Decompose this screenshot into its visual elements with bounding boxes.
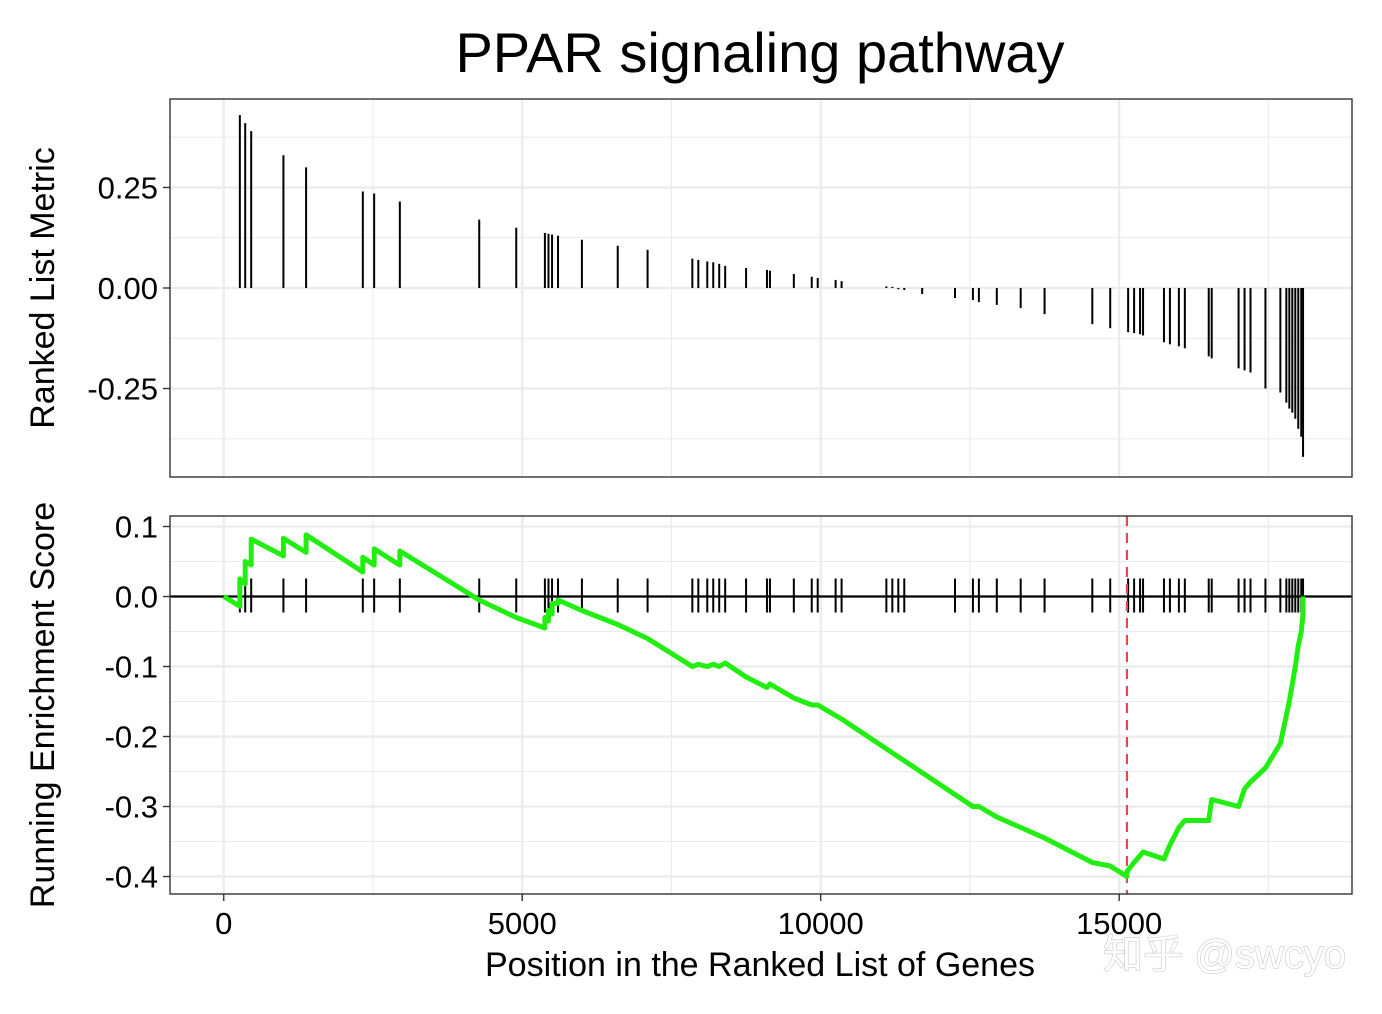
bottom-y-tick-label: 0.0	[115, 580, 158, 615]
x-axis-title: Position in the Ranked List of Genes	[485, 946, 1035, 984]
top-panel-grid	[170, 99, 1352, 477]
bottom-x-axis: 0 5000 10000 15000	[215, 894, 1162, 941]
top-y-tick-label: 0.00	[98, 271, 158, 306]
x-tick-label: 0	[215, 906, 232, 941]
bottom-y-tick-label: 0.1	[115, 510, 158, 545]
top-y-axis-title: Ranked List Metric	[24, 147, 62, 429]
top-y-axis: 0.25 0.00 -0.25	[87, 170, 170, 407]
x-tick-label: 15000	[1076, 906, 1162, 941]
bottom-y-tick-label: -0.4	[105, 860, 158, 895]
x-tick-label: 10000	[778, 906, 864, 941]
watermark: 知乎 @swcyo	[1103, 933, 1346, 977]
bottom-panel-grid	[170, 516, 1352, 894]
chart-title: PPAR signaling pathway	[455, 21, 1064, 84]
x-tick-label: 5000	[488, 906, 557, 941]
bottom-y-tick-label: -0.3	[105, 790, 158, 825]
ranked-metric-bars	[238, 115, 1305, 457]
bottom-y-axis-title: Running Enrichment Score	[24, 502, 62, 908]
bottom-y-axis: 0.1 0.0 -0.1 -0.2 -0.3 -0.4	[105, 510, 170, 895]
running-enrichment-score-line	[222, 532, 1306, 879]
bottom-y-tick-label: -0.1	[105, 650, 158, 685]
top-y-tick-label: -0.25	[87, 372, 158, 407]
bottom-panel-border	[169, 515, 1353, 895]
top-y-tick-label: 0.25	[98, 170, 158, 205]
bottom-panel-background	[170, 516, 1352, 894]
ranked-metric-panel: 0.25 0.00 -0.25 Ranked List Metric	[24, 98, 1353, 478]
bottom-y-tick-label: -0.2	[105, 720, 158, 755]
enrichment-panel: 0.1 0.0 -0.1 -0.2 -0.3 -0.4 0 5000 10000 15000 P…	[24, 502, 1353, 984]
